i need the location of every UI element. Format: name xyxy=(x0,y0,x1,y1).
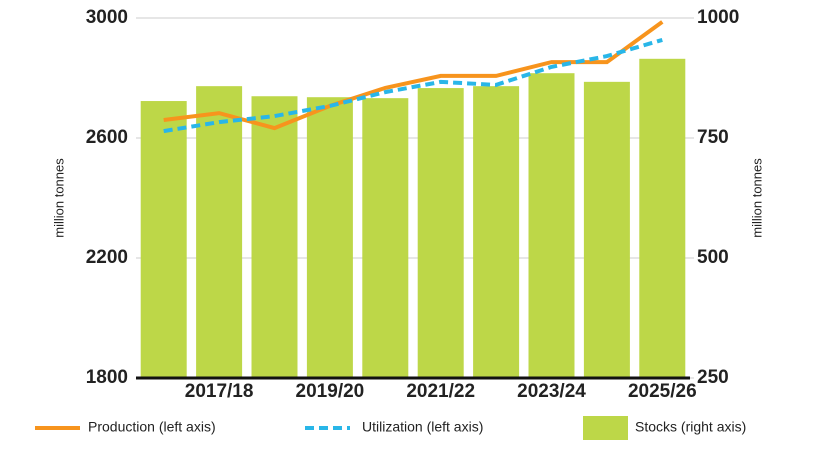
y2-tick-label: 500 xyxy=(697,247,729,268)
y2-tick-label: 250 xyxy=(697,367,729,388)
y-tick-label: 2600 xyxy=(86,127,128,148)
x-tick-label: 2019/20 xyxy=(296,381,365,402)
legend-label: Production (left axis) xyxy=(88,419,216,435)
y-tick-label: 1800 xyxy=(86,367,128,388)
legend-label: Stocks (right axis) xyxy=(635,419,746,435)
bar xyxy=(583,81,630,378)
y-tick-label: 2200 xyxy=(86,247,128,268)
bar xyxy=(473,86,520,378)
x-tick-label: 2021/22 xyxy=(406,381,475,402)
bar xyxy=(417,88,464,378)
bar xyxy=(196,86,243,378)
bar xyxy=(251,96,298,379)
x-tick-label: 2017/18 xyxy=(185,381,254,402)
y2-tick-label: 1000 xyxy=(697,7,739,28)
y2-tick-label: 750 xyxy=(697,127,729,148)
legend-swatch xyxy=(583,416,628,440)
bar xyxy=(306,97,353,378)
y-tick-label: 3000 xyxy=(86,7,128,28)
bar xyxy=(639,58,686,379)
bar xyxy=(362,98,409,378)
y-axis-label: million tonnes xyxy=(51,158,66,238)
bar xyxy=(140,101,187,378)
line xyxy=(163,37,663,134)
x-tick-label: 2023/24 xyxy=(517,381,586,402)
x-tick-label: 2025/26 xyxy=(628,381,697,402)
bar xyxy=(528,73,575,378)
y2-axis-label: million tonnes xyxy=(749,158,764,238)
legend-label: Utilization (left axis) xyxy=(362,419,483,435)
